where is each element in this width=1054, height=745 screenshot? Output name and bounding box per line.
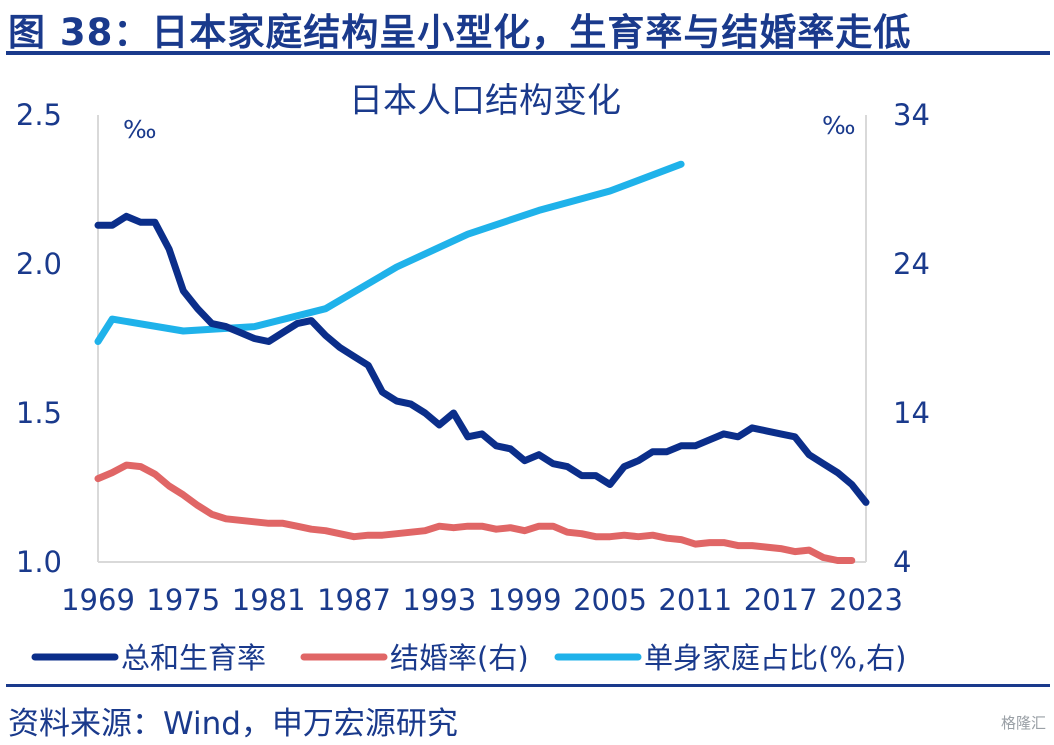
series-line-0: [94, 212, 870, 506]
x-tick-label: 2005: [573, 583, 647, 617]
source-note: 资料来源：Wind，申万宏源研究: [8, 706, 458, 742]
x-tick-label: 1987: [317, 583, 391, 617]
left-y-tick-label: 2.5: [16, 98, 62, 132]
x-tick-label: 1993: [402, 583, 476, 617]
figure-title: 图 38：日本家庭结构呈小型化，生育率与结婚率走低: [8, 11, 912, 54]
series-line-2: [94, 160, 685, 345]
right-y-tick-label: 34: [893, 98, 930, 132]
legend: 总和生育率 结婚率(右) 单身家庭占比(%,右): [31, 641, 906, 675]
x-tick-label: 1999: [488, 583, 562, 617]
left-unit-label: ‰: [123, 115, 157, 144]
chart-title: 日本人口结构变化: [349, 81, 621, 121]
right-unit-label: ‰: [822, 111, 856, 140]
axis-ticks: 1969 1975 1981 1987 1993 1999 2005 2011 2017 2023…: [16, 98, 930, 617]
left-y-tick-label: 2.0: [16, 247, 62, 281]
source-rule: [6, 684, 1050, 687]
x-tick-label: 2017: [744, 583, 818, 617]
left-y-tick-label: 1.5: [16, 396, 62, 430]
legend-label-0: 总和生育率: [121, 641, 266, 675]
left-y-tick-label: 1.0: [16, 545, 62, 579]
x-tick-label: 2023: [829, 583, 903, 617]
x-tick-label: 1981: [232, 583, 306, 617]
watermark: 格隆汇: [1000, 714, 1046, 732]
series-lines: [94, 160, 870, 564]
legend-label-1: 结婚率(右): [390, 641, 529, 675]
legend-label-2: 单身家庭占比(%,右): [644, 641, 906, 675]
x-tick-label: 1969: [61, 583, 135, 617]
x-tick-label: 1975: [146, 583, 220, 617]
x-tick-label: 2011: [658, 583, 732, 617]
right-y-tick-label: 14: [893, 396, 930, 430]
title-rule: [6, 51, 1050, 55]
series-line-1: [94, 461, 856, 564]
right-y-tick-label: 4: [893, 545, 911, 579]
right-y-tick-label: 24: [893, 247, 930, 281]
